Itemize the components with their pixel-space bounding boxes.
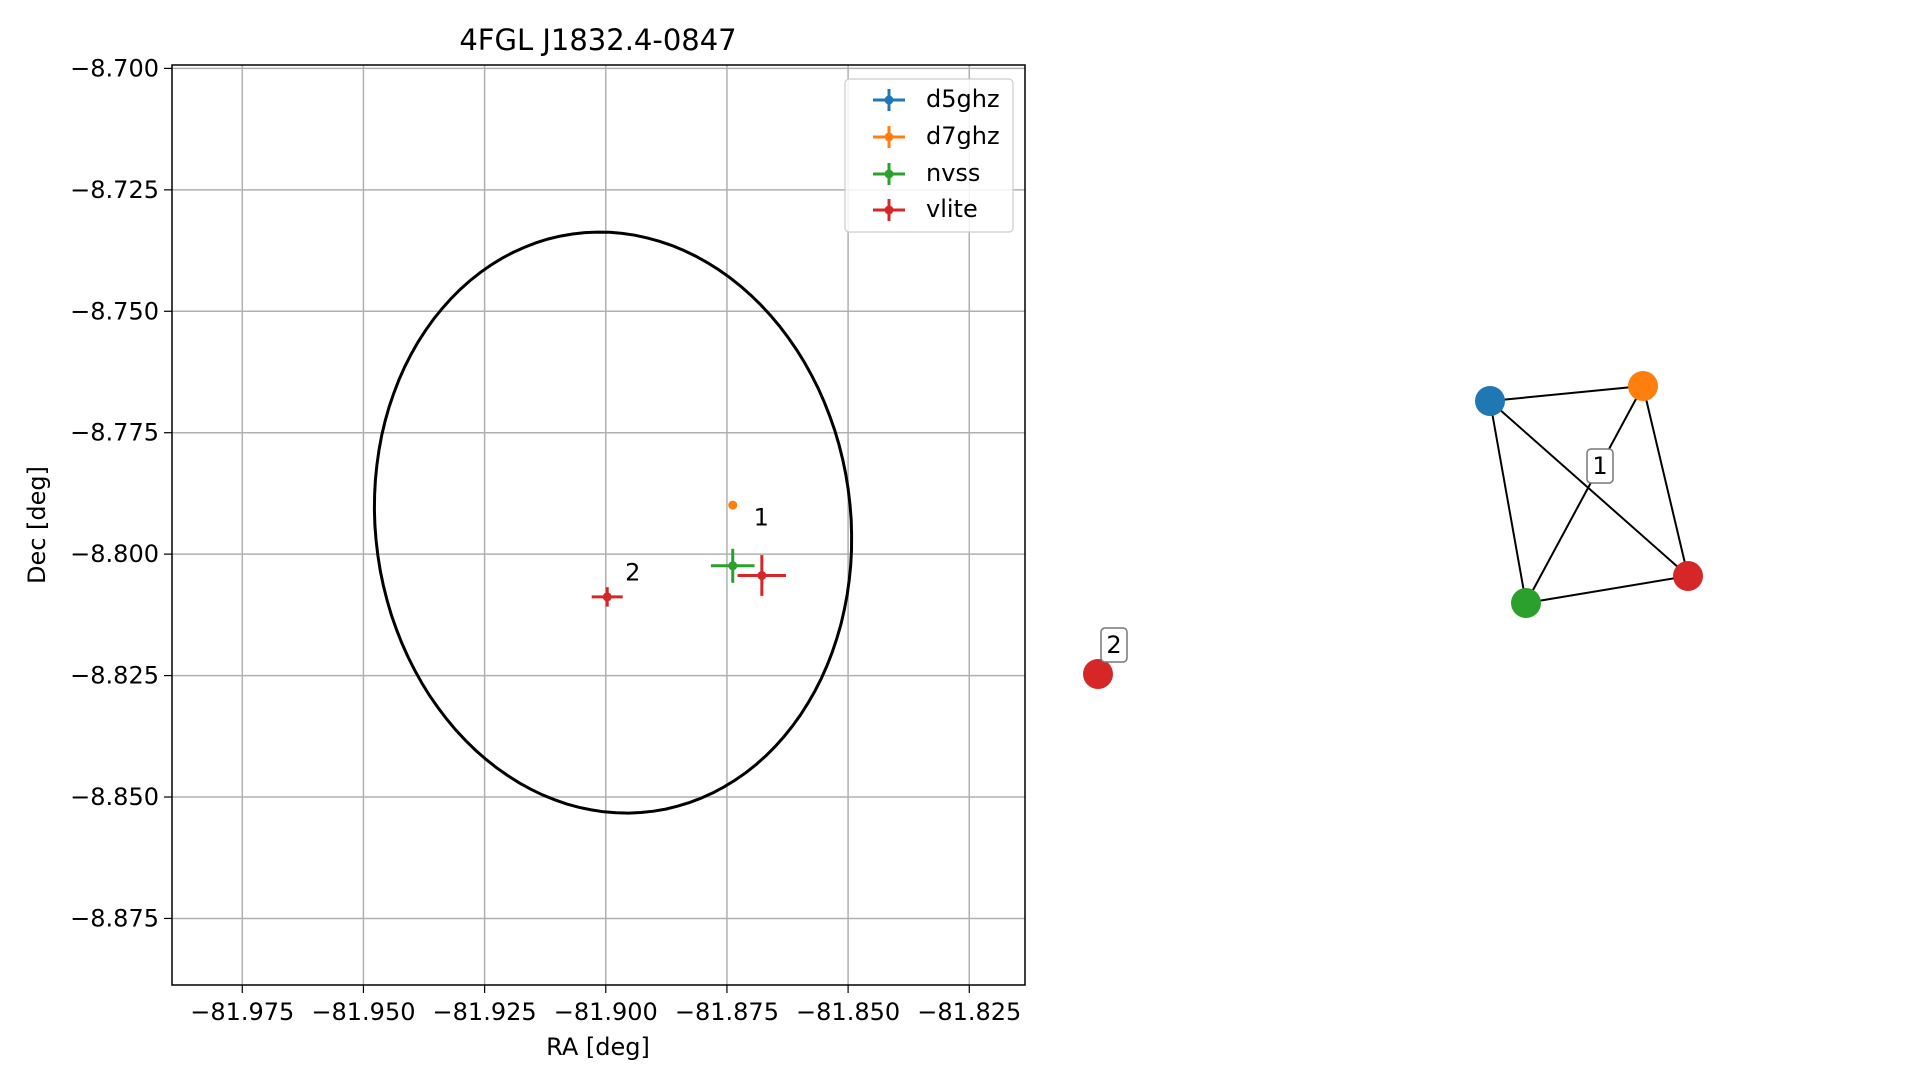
x-tick-label: −81.875 [675,998,779,1026]
legend-entry-nvss: nvss [873,159,980,187]
point-annotation: 1 [754,503,769,531]
crossmatch-network: 1 2 [1083,371,1703,689]
legend-marker-nvss [873,163,905,185]
legend-entry-d5ghz: d5ghz [873,85,1000,113]
group-label-1-text: 1 [1592,452,1607,480]
localization-ellipse [372,230,854,815]
y-tick-label: −8.800 [70,540,159,568]
network-node-nvss [1511,588,1541,618]
y-tick-label: −8.825 [70,662,159,690]
data-point-vlite [591,587,623,607]
legend-box [844,78,1014,233]
data-point-d7ghz [728,500,738,510]
y-tick-label: −8.725 [70,176,159,204]
network-node-d5ghz [1475,386,1505,416]
x-tick-label: −81.975 [190,998,294,1026]
network-edge [1489,400,1689,577]
legend-label-d5ghz: d5ghz [926,85,1000,113]
point-marker [757,571,767,581]
source-points-layer [591,500,787,607]
legend-dot [884,169,894,179]
network-edge [1525,385,1644,604]
position-plot: 4FGL J1832.4-0847 12 −81.975 −81.950 −81.9… [23,23,1026,1061]
legend-dot [884,95,894,105]
group-label-2-box [1100,627,1128,663]
x-axis-ticks: −81.975 −81.950 −81.925 −81.900 −81.875 −81.8… [190,985,1021,1026]
y-tick-label: −8.700 [70,54,159,82]
x-axis-label: RA [deg] [546,1033,650,1061]
legend-label-nvss: nvss [926,159,980,187]
network-edge [1525,575,1689,604]
network-node-vlite_1 [1673,561,1703,591]
chart-title: 4FGL J1832.4-0847 [459,23,736,57]
network-edge [1642,385,1689,577]
point-marker [728,500,738,510]
data-point-vlite [737,555,787,596]
legend-dot [884,205,894,215]
plot-frame [171,64,1026,986]
x-tick-label: −81.850 [796,998,900,1026]
x-tick-label: −81.825 [917,998,1021,1026]
group-label-2: 2 [1100,627,1128,663]
y-tick-label: −8.775 [70,419,159,447]
network-edge [1489,400,1527,604]
network-node-d7ghz [1628,371,1658,401]
x-tick-label: −81.900 [554,998,658,1026]
network-edges [1489,385,1689,604]
x-tick-label: −81.950 [311,998,415,1026]
network-node-vlite_2 [1083,659,1113,689]
legend-label-d7ghz: d7ghz [926,122,1000,150]
localization-ellipse-layer [372,230,854,815]
y-tick-label: −8.850 [70,783,159,811]
y-axis-label: Dec [deg] [23,466,51,584]
group-label-2-text: 2 [1106,631,1121,659]
y-axis-ticks: −8.700 −8.725 −8.750 −8.775 −8.800 −8.825 −8.8… [70,54,172,932]
y-tick-label: −8.875 [70,904,159,932]
legend-entry-d7ghz: d7ghz [873,122,1000,150]
annotation-layer: 12 [625,503,769,586]
data-point-nvss [710,548,755,583]
point-marker [728,561,738,571]
point-marker [602,592,612,602]
legend-marker-d5ghz [873,89,905,111]
legend-marker-d7ghz [873,126,905,148]
x-tick-label: −81.925 [433,998,537,1026]
network-edge [1489,385,1644,402]
network-nodes [1083,371,1703,689]
legend-dot [884,132,894,142]
y-tick-label: −8.750 [70,297,159,325]
legend-marker-vlite [873,199,905,221]
legend-label-vlite: vlite [926,195,978,223]
group-label-1: 1 [1586,448,1614,484]
group-label-1-box [1586,448,1614,484]
point-annotation: 2 [625,558,640,586]
legend-entry-vlite: vlite [873,195,978,223]
legend: d5ghz d7ghz nvss vlite [844,78,1014,233]
